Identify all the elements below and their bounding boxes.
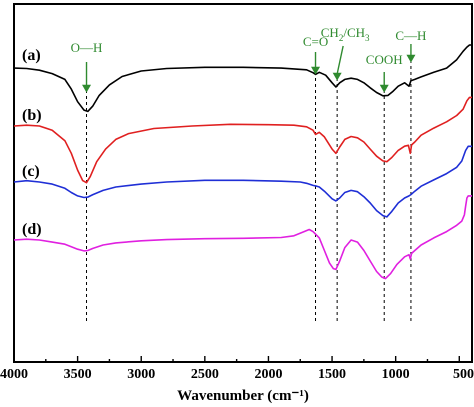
x-tick-label: 1000 [382, 367, 410, 382]
series-label-3: (c) [22, 163, 40, 180]
series-line-1 [13, 44, 472, 113]
x-tick-label: 500 [453, 367, 474, 382]
plot-frame [13, 3, 473, 363]
ref-arrow-head-2 [311, 66, 321, 75]
ref-label-main-1: O—H [71, 40, 103, 55]
ref-label-main-2: C=O [303, 34, 328, 49]
ref-arrow-head-4 [379, 84, 389, 93]
ref-arrow-head-3 [332, 72, 342, 81]
x-tick-label: 3000 [127, 367, 155, 382]
ref-label-sub2-3: 3 [365, 33, 370, 43]
ref-arrow-head-1 [81, 84, 92, 93]
ref-label-mid-3: /CH [343, 25, 365, 40]
x-tick-label: 3500 [64, 367, 92, 382]
series-line-2 [13, 96, 472, 184]
x-tick-label: 2000 [254, 367, 282, 382]
x-tick-label: 4000 [0, 367, 28, 382]
ref-arrow-shaft-3 [336, 45, 344, 75]
ref-arrow-head-5 [406, 54, 416, 63]
ref-label-2: C=O [303, 34, 328, 49]
series-label-2: (b) [22, 107, 42, 124]
x-tick-label: 2500 [191, 367, 219, 382]
series-line-4 [13, 195, 472, 280]
ref-label-main-3: CH [321, 25, 339, 40]
ref-label-3: CH2/CH3 [321, 25, 370, 43]
series-line-3 [13, 145, 472, 218]
series-label-4: (d) [22, 221, 42, 238]
ref-label-4: COOH [366, 52, 403, 67]
ref-label-main-5: C—H [395, 28, 426, 43]
ref-label-5: C—H [395, 28, 426, 43]
ref-label-sub-3: 2 [339, 33, 344, 43]
ref-label-1: O—H [71, 40, 103, 55]
x-axis-title: Wavenumber (cm⁻¹) [177, 388, 309, 404]
ref-label-main-4: COOH [366, 52, 403, 67]
series-label-1: (a) [22, 47, 41, 64]
x-tick-label: 1500 [318, 367, 346, 382]
